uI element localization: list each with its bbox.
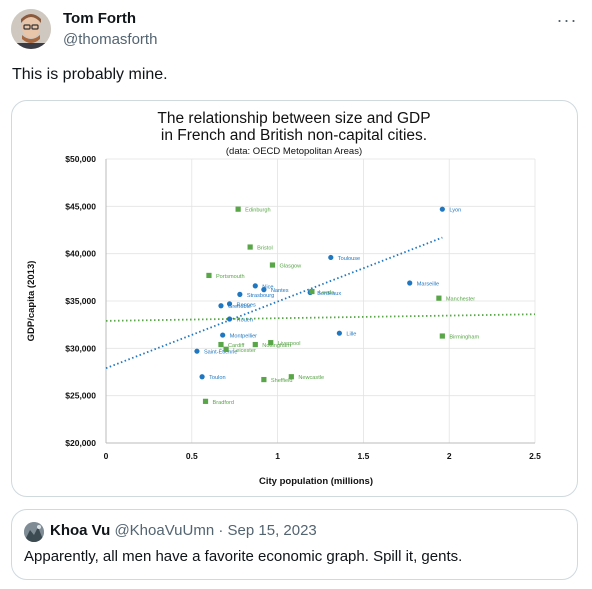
data-point xyxy=(336,330,342,336)
point-label: Cardiff xyxy=(228,343,245,349)
point-label: Manchester xyxy=(446,297,475,303)
data-point xyxy=(220,332,226,338)
point-label: Toulon xyxy=(209,375,225,381)
point-label: Lyon xyxy=(449,208,461,214)
data-point xyxy=(268,340,274,346)
x-tick-label: 1.5 xyxy=(357,451,369,461)
data-point xyxy=(199,374,205,380)
y-tick-label: $20,000 xyxy=(65,438,96,448)
point-label: Liverpool xyxy=(278,341,301,347)
data-point xyxy=(202,398,209,404)
point-label: Toulouse xyxy=(338,256,360,262)
data-point xyxy=(439,206,445,212)
data-point xyxy=(237,291,243,297)
y-tick-label: $40,000 xyxy=(65,249,96,259)
chart-title: The relationship between size and GDP xyxy=(157,110,430,127)
point-label: Portsmouth xyxy=(216,274,245,280)
data-point xyxy=(252,341,258,348)
data-point xyxy=(309,288,315,295)
point-label: Edinburgh xyxy=(245,208,271,214)
chart-points: Lyon Toulouse Marseille NiceNantesStrasbour… xyxy=(194,206,480,406)
point-label: Glasgow xyxy=(279,264,302,270)
data-point xyxy=(226,316,233,322)
point-label: Marseille xyxy=(417,282,439,288)
author-handle[interactable]: @thomasforth xyxy=(63,31,158,48)
chart-title-line-2: in French and British non-capital cities… xyxy=(161,127,427,144)
author-name[interactable]: Tom Forth xyxy=(63,10,137,27)
quote-date: Sep 15, 2023 xyxy=(227,522,317,539)
point-label: Saint-Étienne xyxy=(204,349,238,356)
quote-author-handle: @KhoaVuUmn xyxy=(114,522,215,539)
x-tick-label: 2 xyxy=(447,451,452,461)
data-point xyxy=(194,348,200,354)
y-tick-label: $45,000 xyxy=(65,201,96,211)
x-tick-label: 0 xyxy=(104,451,109,461)
x-tick-label: 1 xyxy=(275,451,280,461)
point-label: Bradford xyxy=(213,400,234,406)
trendline-uk xyxy=(105,313,536,322)
quoted-tweet[interactable]: Khoa Vu @KhoaVuUmn · Sep 15, 2023 Appare… xyxy=(11,509,578,580)
data-point xyxy=(206,272,212,279)
avatar[interactable] xyxy=(11,9,51,49)
point-label: Grenoble xyxy=(228,304,251,310)
data-point xyxy=(223,346,229,352)
point-label: Leeds xyxy=(319,290,334,296)
data-point xyxy=(261,287,267,293)
quote-avatar xyxy=(24,522,44,542)
tweet-media-chart[interactable]: The relationship between size and GDP in… xyxy=(11,100,578,497)
data-point xyxy=(252,283,258,289)
point-label: Sheffield xyxy=(271,378,293,384)
point-label: Montpellier xyxy=(230,334,257,340)
point-label: Strasbourg xyxy=(247,293,274,299)
tweet-text: This is probably mine. xyxy=(12,66,168,83)
data-point xyxy=(218,303,224,309)
point-label: Bristol xyxy=(257,246,273,252)
trendline-france xyxy=(105,236,443,370)
quote-separator: · xyxy=(218,522,224,539)
data-point xyxy=(261,376,267,383)
x-tick-label: 0.5 xyxy=(186,451,198,461)
quote-author-name: Khoa Vu xyxy=(50,522,111,539)
point-label: Rennes xyxy=(237,302,256,308)
y-tick-label: $25,000 xyxy=(65,391,96,401)
y-tick-label: $30,000 xyxy=(65,343,96,353)
data-point xyxy=(218,341,224,348)
chart-axes: $20,000 $25,000 $30,000 $35,000 $40,000 $45,0… xyxy=(65,154,541,461)
data-point xyxy=(247,244,253,250)
data-point xyxy=(436,295,442,301)
point-label: Leicester xyxy=(233,348,256,354)
point-label: Nottingham xyxy=(262,343,291,349)
x-tick-label: 2.5 xyxy=(529,451,541,461)
point-label: Bordeaux xyxy=(317,291,341,297)
y-tick-label: $50,000 xyxy=(65,154,96,164)
data-point xyxy=(439,333,445,339)
y-tick-label: $35,000 xyxy=(65,296,96,306)
x-axis-label: City population (millions) xyxy=(259,476,373,487)
chart-grid xyxy=(105,158,536,444)
point-label: Rouen xyxy=(237,317,253,323)
data-point xyxy=(269,262,276,268)
scatter-chart: The relationship between size and GDP in… xyxy=(26,110,541,487)
point-label: Nantes xyxy=(271,288,289,294)
point-label: Birmingham xyxy=(449,335,479,341)
data-point xyxy=(407,280,413,286)
more-horizontal-icon[interactable]: ··· xyxy=(556,10,578,30)
point-label: Lille xyxy=(346,332,356,338)
quote-avatar-image xyxy=(24,522,44,542)
data-point xyxy=(226,301,233,307)
quote-text: Apparently, all men have a favorite econ… xyxy=(24,548,463,565)
data-point xyxy=(288,374,294,380)
chart-trendlines xyxy=(105,236,536,370)
y-axis-label: GDP/capita (2013) xyxy=(26,261,37,342)
chart-subtitle: (data: OECD Metopolitan Areas) xyxy=(226,146,362,157)
quote-header: Khoa Vu @KhoaVuUmn · Sep 15, 2023 xyxy=(50,522,317,539)
avatar-image xyxy=(11,9,51,49)
point-label: Newcastle xyxy=(298,375,324,381)
data-point xyxy=(235,206,241,212)
point-label: Nice xyxy=(262,284,273,290)
data-point xyxy=(328,254,334,261)
